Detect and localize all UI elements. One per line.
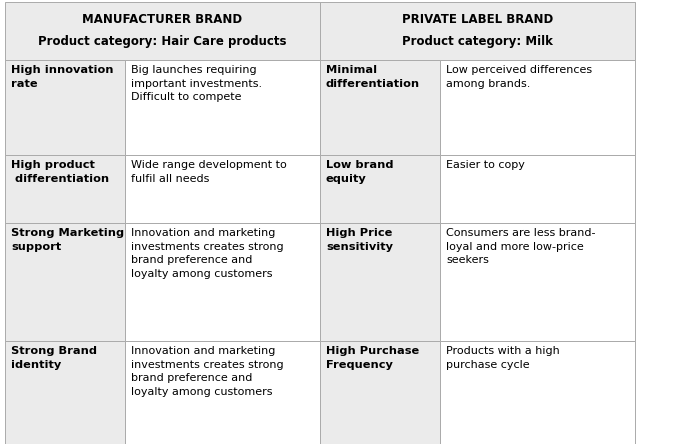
Text: Consumers are less brand-
loyal and more low-price
seekers: Consumers are less brand- loyal and more… [446,228,595,265]
Text: Minimal
differentiation: Minimal differentiation [326,65,420,89]
Text: High Price
sensitivity: High Price sensitivity [326,228,393,252]
Text: Innovation and marketing
investments creates strong
brand preference and
loyalty: Innovation and marketing investments cre… [131,346,284,397]
Bar [125,223,320,341]
Text: High product
 differentiation: High product differentiation [11,160,109,184]
Text: Low brand
equity: Low brand equity [326,160,393,184]
Text: Easier to copy: Easier to copy [446,160,525,170]
Text: High Purchase
Frequency: High Purchase Frequency [326,346,419,369]
Text: Product category: Hair Care products: Product category: Hair Care products [38,35,287,48]
Bar [440,155,635,223]
Bar [440,341,635,444]
Bar [320,341,440,444]
Bar [5,223,125,341]
Bar [320,60,440,155]
Bar [125,341,320,444]
Bar [125,155,320,223]
Text: High innovation
rate: High innovation rate [11,65,114,89]
Text: Big launches requiring
important investments.
Difficult to compete: Big launches requiring important investm… [131,65,262,102]
Bar [320,223,440,341]
Text: Low perceived differences
among brands.: Low perceived differences among brands. [446,65,592,89]
Text: PRIVATE LABEL BRAND: PRIVATE LABEL BRAND [402,13,553,26]
Bar [5,2,320,60]
Text: MANUFACTURER BRAND: MANUFACTURER BRAND [82,13,242,26]
Bar [440,60,635,155]
Bar [125,60,320,155]
Bar [320,2,635,60]
Bar [440,223,635,341]
Text: Innovation and marketing
investments creates strong
brand preference and
loyalty: Innovation and marketing investments cre… [131,228,284,279]
Bar [5,341,125,444]
Bar [320,155,440,223]
Text: Strong Brand
identity: Strong Brand identity [11,346,97,369]
Bar [5,155,125,223]
Bar [5,60,125,155]
Text: Products with a high
purchase cycle: Products with a high purchase cycle [446,346,560,369]
Text: Wide range development to
fulfil all needs: Wide range development to fulfil all nee… [131,160,287,184]
Text: Strong Marketing
support: Strong Marketing support [11,228,124,252]
Text: Product category: Milk: Product category: Milk [402,35,553,48]
